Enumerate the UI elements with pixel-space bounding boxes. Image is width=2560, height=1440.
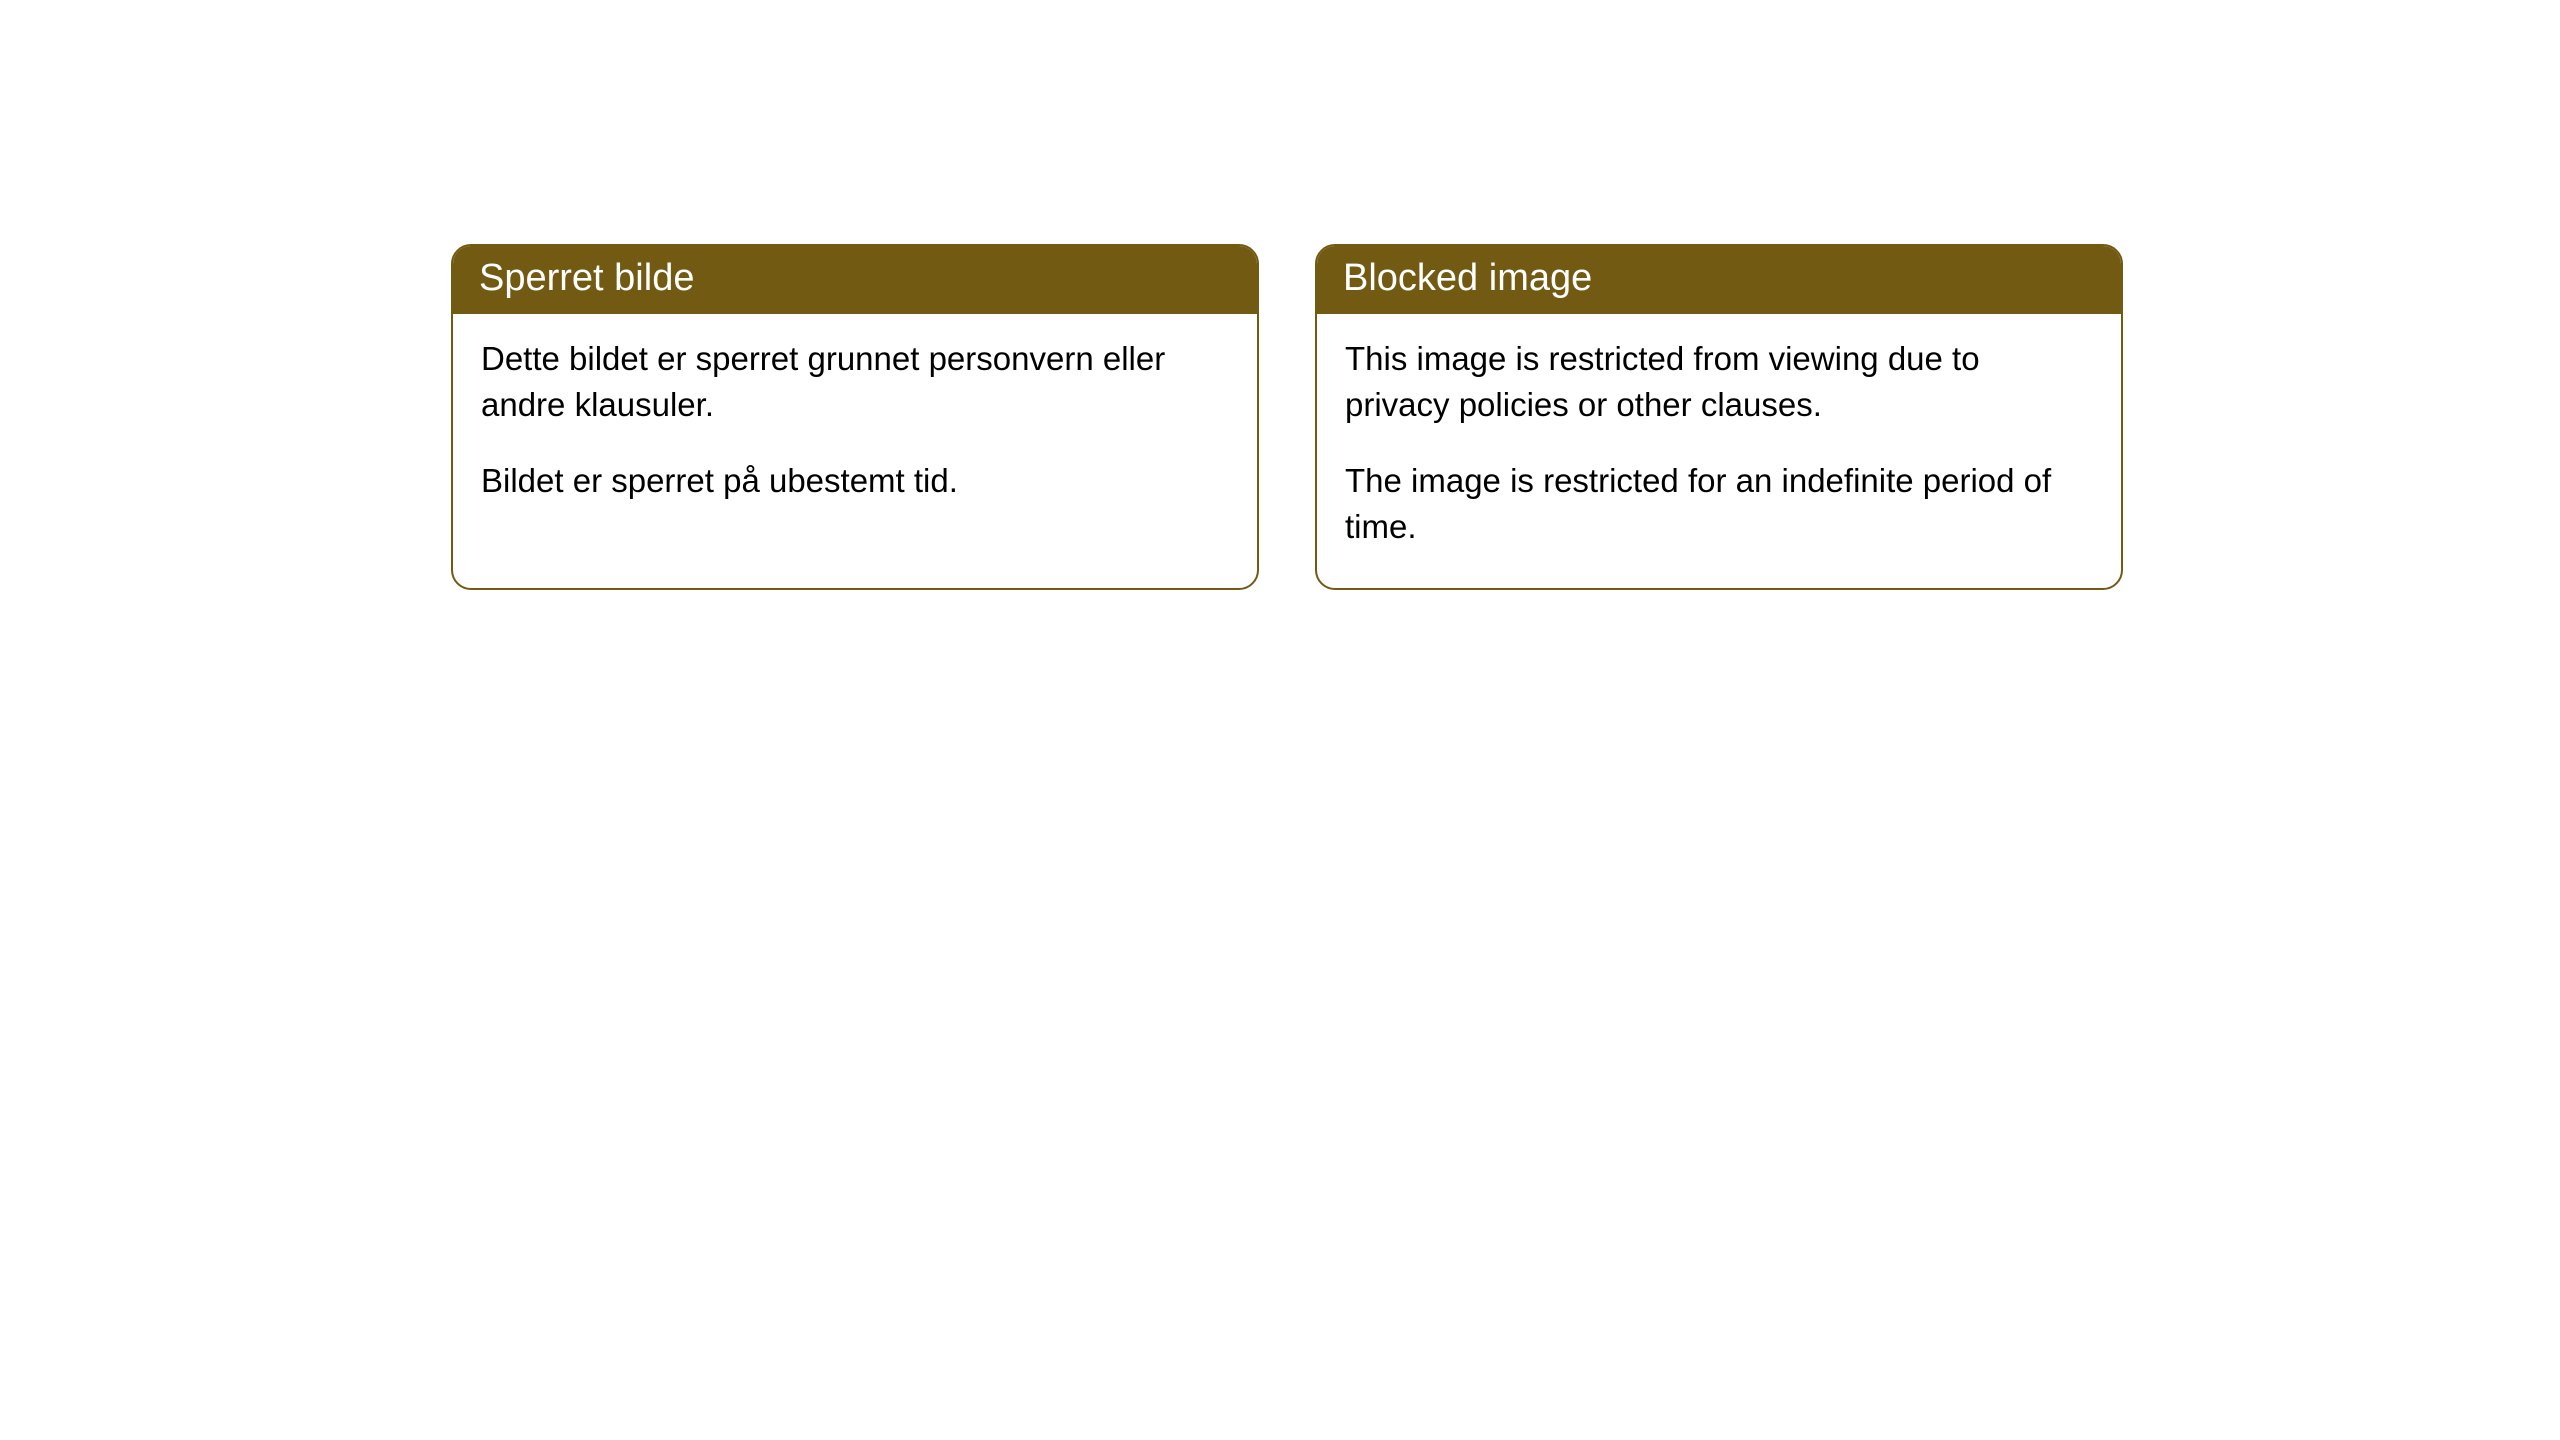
card-paragraph-2-en: The image is restricted for an indefinit… bbox=[1345, 458, 2093, 550]
card-paragraph-1-en: This image is restricted from viewing du… bbox=[1345, 336, 2093, 428]
blocked-image-card-en: Blocked image This image is restricted f… bbox=[1315, 244, 2123, 590]
card-paragraph-1-no: Dette bildet er sperret grunnet personve… bbox=[481, 336, 1229, 428]
card-body-en: This image is restricted from viewing du… bbox=[1317, 314, 2121, 589]
card-header-no: Sperret bilde bbox=[453, 246, 1257, 314]
card-paragraph-2-no: Bildet er sperret på ubestemt tid. bbox=[481, 458, 1229, 504]
card-header-en: Blocked image bbox=[1317, 246, 2121, 314]
blocked-image-card-no: Sperret bilde Dette bildet er sperret gr… bbox=[451, 244, 1259, 590]
card-body-no: Dette bildet er sperret grunnet personve… bbox=[453, 314, 1257, 543]
notice-cards-container: Sperret bilde Dette bildet er sperret gr… bbox=[451, 244, 2123, 590]
